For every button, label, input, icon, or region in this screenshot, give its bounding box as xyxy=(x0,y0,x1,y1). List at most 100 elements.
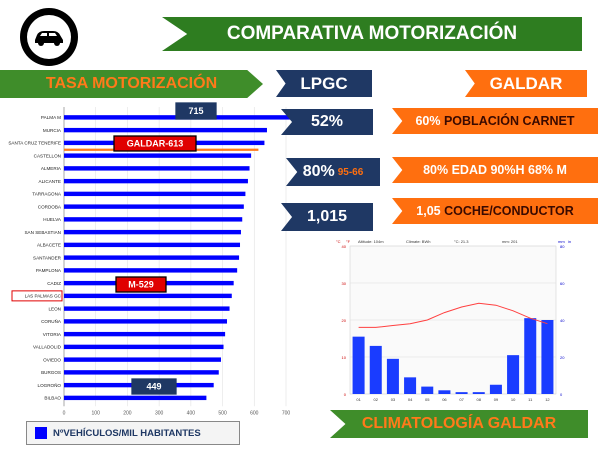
category-label: LEON xyxy=(48,306,61,311)
category-label: CASTELLON xyxy=(34,153,61,158)
climate-left-tick: 0 xyxy=(344,392,347,397)
category-label: BILBAO xyxy=(44,396,61,401)
lpgc-stat-age-sub: 95-66 xyxy=(337,166,364,178)
category-label: BURGOS xyxy=(41,370,61,375)
climate-right-tick: 20 xyxy=(560,355,565,360)
lpgc-stat-age-main: 80% xyxy=(302,163,335,180)
galdar-stat-carnet: 60% POBLACIÓN CARNET xyxy=(392,108,598,134)
month-label: 01 xyxy=(356,397,361,402)
precipitation-bar xyxy=(489,384,502,394)
bar xyxy=(64,268,238,273)
bar xyxy=(64,242,241,248)
category-label: PAMPLONA xyxy=(36,268,62,273)
category-label: TARRAGONA xyxy=(32,192,62,197)
category-label: LOGROÑO xyxy=(38,382,62,388)
galdar-header: GALDAR xyxy=(465,70,587,97)
category-label: SANTA CRUZ TENERIFE xyxy=(8,141,61,146)
precipitation-bar xyxy=(438,390,451,394)
x-tick-label: 100 xyxy=(92,410,101,416)
bar xyxy=(64,344,224,350)
page-title: COMPARATIVA MOTORIZACIÓN xyxy=(162,17,582,51)
category-label: MURCIA xyxy=(43,128,62,133)
bar xyxy=(64,229,241,235)
month-label: 02 xyxy=(374,397,379,402)
bar xyxy=(64,319,228,324)
precipitation-bar xyxy=(352,336,365,394)
galdar-stat-ratio: 1,05 COCHE/CONDUCTOR xyxy=(392,198,598,224)
callout-bottom-value-box xyxy=(131,378,177,395)
precipitation-bar xyxy=(541,320,554,394)
month-label: 03 xyxy=(391,397,396,402)
lpgc-stat-ratio: 1,015 xyxy=(281,203,373,231)
climate-left-tick: 20 xyxy=(342,318,347,323)
category-label: VALLADOLID xyxy=(33,345,62,350)
precipitation-bar xyxy=(524,318,537,394)
month-label: 08 xyxy=(477,397,482,402)
climate-unit-f: °F xyxy=(346,239,351,244)
bar xyxy=(64,127,267,133)
callout-galdar-box xyxy=(113,135,197,152)
climate-right-tick: 0 xyxy=(560,392,563,397)
month-label: 06 xyxy=(442,397,447,402)
x-tick-label: 600 xyxy=(250,410,259,416)
callout-galdar: GALDAR-613 xyxy=(127,139,184,149)
bar xyxy=(64,217,243,222)
x-tick-label: 0 xyxy=(63,410,66,416)
month-label: 12 xyxy=(545,397,550,402)
callout-bottom-value: 449 xyxy=(146,382,161,392)
climate-header-field: Altitude: 104m xyxy=(358,239,384,244)
x-tick-label: 400 xyxy=(187,410,196,416)
bar xyxy=(64,166,250,171)
bar xyxy=(64,191,246,197)
category-label: OVIEDO xyxy=(43,357,61,362)
month-label: 10 xyxy=(511,397,516,402)
category-label: ALBACETE xyxy=(37,243,61,248)
las-palmas-highlight xyxy=(11,290,63,302)
x-tick-label: 700 xyxy=(282,410,291,416)
temperature-line xyxy=(358,302,548,328)
climate-header-field: Climate: BWh xyxy=(406,239,430,244)
chart-legend: NºVEHÍCULOS/MIL HABITANTES xyxy=(26,421,240,445)
month-label: 05 xyxy=(425,397,430,402)
climate-left-tick: 30 xyxy=(342,281,347,286)
bar xyxy=(64,395,207,401)
category-label: LAS PALMAS GC xyxy=(25,294,62,299)
lpgc-header: LPGC xyxy=(276,70,372,97)
climate-right-tick: 80 xyxy=(560,244,565,249)
category-label: CORUÑA xyxy=(41,318,62,324)
precipitation-bar xyxy=(507,355,520,394)
precipitation-bar xyxy=(404,377,417,394)
climate-unit-c: °C xyxy=(336,239,341,244)
legend-swatch xyxy=(35,427,47,439)
month-label: 04 xyxy=(408,397,413,402)
callout-top-value-box xyxy=(175,102,217,120)
legend-label: NºVEHÍCULOS/MIL HABITANTES xyxy=(53,427,201,439)
bar xyxy=(64,178,248,184)
climate-header-field: °C: 21.3 xyxy=(454,239,469,244)
bar xyxy=(64,293,232,299)
climate-right-tick: 60 xyxy=(560,281,565,286)
category-label: ALMERIA xyxy=(41,166,62,171)
category-label: SAN SEBASTIAN xyxy=(24,230,61,235)
climate-header-field: mm: 201 xyxy=(502,239,518,244)
climate-unit-mm: mm xyxy=(558,239,565,244)
bar xyxy=(64,370,219,375)
month-label: 07 xyxy=(459,397,464,402)
bar xyxy=(64,306,230,311)
climate-left-tick: 40 xyxy=(342,244,347,249)
climate-title: CLIMATOLOGÍA GALDAR xyxy=(330,410,588,438)
bar xyxy=(64,357,221,362)
category-label: VITORIA xyxy=(43,332,62,337)
bar xyxy=(64,331,226,337)
month-label: 11 xyxy=(528,397,533,402)
lpgc-stat-age: 80% 95-66 xyxy=(286,158,380,186)
climate-right-tick: 40 xyxy=(560,318,565,323)
callout-lpgc-box xyxy=(115,276,167,293)
bar xyxy=(64,255,240,260)
category-label: CORDOBA xyxy=(38,204,62,209)
lpgc-stat-percent: 52% xyxy=(281,109,373,135)
precipitation-bar xyxy=(386,358,399,394)
callout-lpgc: M-529 xyxy=(128,280,154,290)
car-logo xyxy=(20,8,78,66)
